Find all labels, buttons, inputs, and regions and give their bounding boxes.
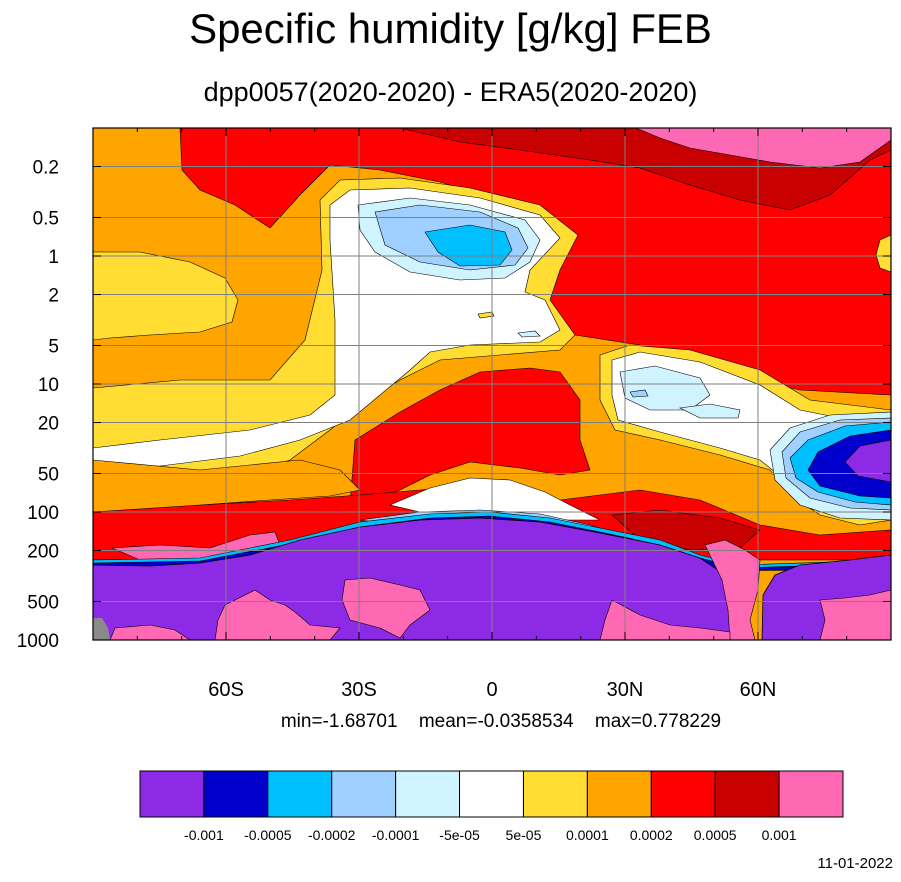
field-lightblue-small [629,389,649,398]
field-pink-trop-2 [214,589,341,640]
x-tick-label: 30N [607,679,644,701]
colorbar-label: 0.001 [762,827,797,843]
colorbar-label: 5e-05 [506,827,542,843]
field-lightblue-dot [517,330,541,338]
y-tick-label: 0.5 [33,208,59,229]
y-tick-label: 200 [27,542,59,563]
x-tick-label: 60N [740,679,777,701]
colorbar-box [778,770,844,818]
field-pink-column [704,539,761,640]
colorbar-box [522,770,588,818]
field-lightblue-north [619,365,711,411]
field-pink-top [635,128,891,169]
field-yellow-left-upper [93,251,239,341]
x-tick-label: 30S [341,679,377,701]
colorbar-label: -0.0005 [244,827,292,843]
colorbar-box [203,770,269,818]
colorbar-label: 0.0001 [566,827,609,843]
y-tick-label: 1000 [17,631,59,652]
colorbar-label: -5e-05 [439,827,480,843]
colorbar-box [267,770,333,818]
field-pink-trop-4 [819,589,891,640]
x-axis-tick-labels: 60S 30S 0 30N 60N [208,679,776,701]
y-tick-label: 1 [48,247,59,268]
colorbar-label: 0.0002 [630,827,673,843]
stat-max: max=0.778229 [594,711,722,732]
colorbar-box [395,770,461,818]
y-tick-label: 0.2 [33,158,59,179]
field-pink-trop-5 [109,624,191,640]
colorbar-box [650,770,716,818]
colorbar-box [331,770,397,818]
colorbar-label: -0.0002 [308,827,356,843]
field-pink-trop-3 [599,599,731,640]
field-purple-polar [844,439,891,483]
stat-min: min=-1.68701 [280,711,398,732]
summary-stats: min=-1.68701 mean=-0.0358534 max=0.77822… [0,710,901,734]
colorbar-box [139,770,205,818]
y-tick-label: 5 [48,336,59,357]
date-stamp: 11-01-2022 [817,855,893,872]
colorbar-label: -0.001 [184,827,224,843]
colorbar-box [714,770,780,818]
stat-mean: mean=-0.0358534 [418,711,574,732]
colorbar-label: 0.0005 [694,827,737,843]
colorbar: -0.001 -0.0005 -0.0002 -0.0001 -5e-05 5e-05 0.… [139,770,844,843]
y-tick-label: 10 [38,375,59,396]
y-tick-label: 20 [38,414,59,435]
colorbar-label: -0.0001 [372,827,420,843]
axis-ticks [92,128,892,641]
field-yellow-right-bump [875,234,891,273]
y-tick-label: 500 [27,592,59,613]
colorbar-box [459,770,524,818]
chart-subtitle: dpp0057(2020-2020) - ERA5(2020-2020) [203,77,698,107]
x-tick-label: 60S [208,679,244,701]
field-pink-trop-1 [341,577,431,639]
y-tick-label: 2 [48,286,59,307]
chart-title: Specific humidity [g/kg] FEB [189,5,712,52]
y-tick-label: 100 [27,503,59,524]
field-lightblue-north-2 [678,403,741,419]
y-tick-label: 50 [38,464,59,485]
x-tick-label: 0 [486,679,497,701]
field-missing-gray [93,618,110,640]
colorbar-box [586,770,652,818]
field-yellow-dot [477,311,495,319]
y-axis-tick-labels: 0.2 0.5 1 2 5 10 20 50 100 200 500 1000 [17,158,59,652]
